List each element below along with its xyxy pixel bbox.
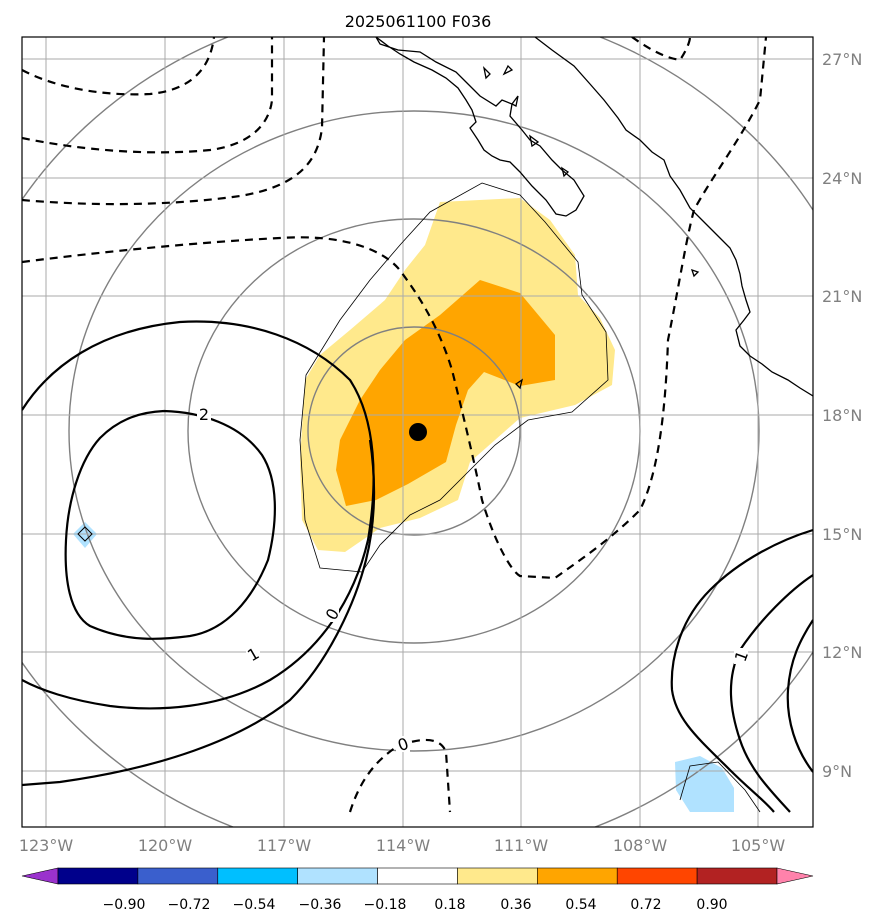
shade-lightblue-region — [675, 756, 734, 812]
colorbar-segment — [217, 867, 298, 885]
map-frame — [21, 36, 814, 828]
colorbar-segment — [616, 867, 698, 885]
colorbar: −0.90 −0.72 −0.54 −0.36 −0.18 0.18 0.36 … — [21, 867, 814, 913]
colorbar-tick-label: −0.72 — [168, 897, 211, 913]
colorbar-tick-label: −0.36 — [299, 897, 342, 913]
shade-diamond-region — [73, 522, 97, 548]
dashed-contours — [22, 37, 768, 813]
lat-label: 27°N — [822, 50, 862, 69]
range-rings — [22, 37, 813, 827]
colorbar-segment — [537, 867, 618, 885]
lat-label: 9°N — [822, 762, 852, 781]
lon-label: 123°W — [19, 836, 74, 855]
colorbar-tick-label: −0.18 — [364, 897, 407, 913]
colorbar-segment — [696, 867, 778, 885]
colorbar-tick-label: 0.90 — [696, 897, 727, 913]
colorbar-tick-label: 0.54 — [565, 897, 596, 913]
colorbar-segment — [137, 867, 219, 885]
shade-orange-region — [336, 280, 555, 506]
colorbar-segment — [377, 867, 458, 885]
diamond-contour — [77, 526, 93, 542]
colorbar-segment — [297, 867, 378, 885]
lat-label: 24°N — [822, 169, 862, 188]
storm-center-marker — [409, 423, 427, 441]
colorbar-tick-label: −0.90 — [103, 897, 146, 913]
colorbar-segment — [57, 867, 139, 885]
shading — [73, 198, 734, 812]
lon-label: 111°W — [494, 836, 549, 855]
lat-label: 18°N — [822, 406, 862, 425]
gridlines — [22, 37, 813, 827]
thin-outline — [299, 182, 761, 813]
contour-label-2: 2 — [199, 405, 209, 424]
colorbar-segment — [776, 867, 814, 885]
latitude-labels: 27°N 24°N 21°N 18°N 15°N 12°N 9°N — [822, 50, 862, 781]
colorbar-segment — [21, 867, 59, 885]
map-title: 2025061100 F036 — [345, 12, 492, 31]
lat-label: 15°N — [822, 525, 862, 544]
lon-label: 108°W — [613, 836, 668, 855]
lon-label: 120°W — [138, 836, 193, 855]
contour-labels: 2 1 0 0 1 — [197, 405, 752, 755]
colorbar-tick-label: 0.36 — [500, 897, 531, 913]
lat-label: 12°N — [822, 643, 862, 662]
colorbar-tick-label: −0.54 — [233, 897, 276, 913]
lon-label: 105°W — [731, 836, 786, 855]
lon-label: 114°W — [376, 836, 431, 855]
lat-label: 21°N — [822, 287, 862, 306]
solid-contours — [22, 320, 813, 813]
colorbar-tick-label: 0.72 — [630, 897, 661, 913]
lon-label: 117°W — [257, 836, 312, 855]
colorbar-tick-labels: −0.90 −0.72 −0.54 −0.36 −0.18 0.18 0.36 … — [103, 897, 728, 913]
map-panel: 2 1 0 0 1 — [22, 37, 813, 827]
colorbar-segments — [21, 867, 814, 885]
coastline — [375, 37, 813, 397]
colorbar-segment — [457, 867, 538, 885]
colorbar-tick-label: 0.18 — [434, 897, 465, 913]
longitude-labels: 123°W 120°W 117°W 114°W 111°W 108°W 105°… — [19, 836, 786, 855]
